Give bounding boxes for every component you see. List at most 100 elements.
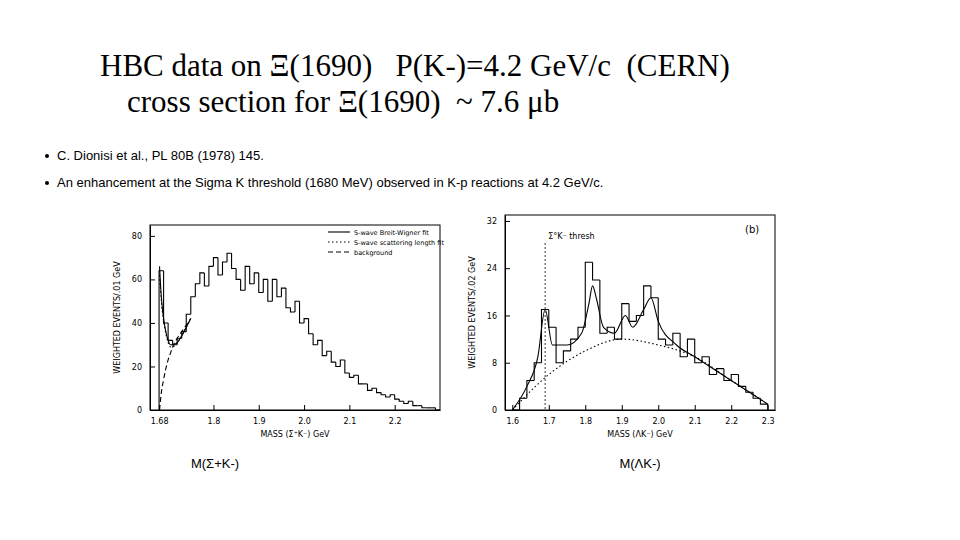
tick-mark <box>505 363 510 364</box>
bullet-dot <box>45 181 49 185</box>
histogram-bar <box>377 388 382 392</box>
histogram-bar <box>666 339 673 345</box>
tick-mark <box>349 405 350 410</box>
tick-mark <box>150 323 155 324</box>
tick-label: 80 <box>132 232 142 241</box>
tick: 60 <box>132 275 155 284</box>
x-axis-line <box>151 410 441 411</box>
x-axis-title: MASS (Σ⁺K⁻) GeV <box>260 430 330 439</box>
histogram-bar <box>404 401 409 403</box>
tick-label: 2.2 <box>725 417 738 426</box>
tick-label: 1.6 <box>506 417 519 426</box>
plot-frame <box>505 215 775 410</box>
legend: S-wave Breit-Wigner fitS-wave scattering… <box>328 229 444 257</box>
legend-swatch <box>328 241 350 242</box>
histogram-bar <box>300 301 305 323</box>
histogram-bar <box>372 388 377 390</box>
histogram-bar <box>413 401 418 405</box>
tick-label: 2.1 <box>689 417 702 426</box>
chart-caption: M(ΛK-) <box>619 456 660 471</box>
chart: 1.681.81.92.02.12.2020406080MASS (Σ⁺K⁻) … <box>113 225 444 439</box>
histogram-bar <box>651 286 658 298</box>
histogram-bar <box>259 273 264 293</box>
tick: 1.8 <box>579 405 592 426</box>
tick-mark <box>150 279 155 280</box>
histogram-bar <box>549 310 556 328</box>
tick-label: 0 <box>492 406 497 415</box>
y-axis-title: WEIGHTED EVENTS/.01 GeV <box>113 261 122 374</box>
histogram-bar <box>422 406 427 408</box>
tick-label: 8 <box>492 359 497 368</box>
histogram-bar <box>309 319 314 334</box>
fit-line <box>512 339 767 410</box>
histogram-bar <box>629 304 636 322</box>
bullet-text: An enhancement at the Sigma K threshold … <box>57 175 603 190</box>
histogram-bar <box>254 273 259 284</box>
histogram-bar <box>349 373 354 377</box>
bullet-text: C. Dionisi et al., PL 80B (1978) 145. <box>57 148 264 163</box>
plot-frame <box>150 225 440 410</box>
histogram-bar <box>304 319 309 323</box>
tick: 80 <box>132 232 155 241</box>
tick-label: 24 <box>487 264 497 273</box>
tick-label: 1.9 <box>616 417 629 426</box>
histogram-bar <box>426 407 431 408</box>
tick-mark <box>213 405 214 410</box>
x-axis: 1.681.81.92.02.12.2 <box>151 405 441 426</box>
histogram-bar <box>268 279 273 301</box>
tick: 1.9 <box>253 405 266 426</box>
tick-label: 2.2 <box>389 417 402 426</box>
tick: 0 <box>492 406 510 415</box>
histogram-bar <box>431 407 436 408</box>
tick: 2.2 <box>389 405 402 426</box>
tick-label: 20 <box>132 363 142 372</box>
histogram-bar <box>272 279 277 301</box>
tick-label: 1.7 <box>543 417 556 426</box>
tick: 20 <box>132 363 155 372</box>
tick-label: 1.68 <box>151 417 169 426</box>
tick-mark <box>658 405 659 410</box>
tick-label: 1.8 <box>579 417 592 426</box>
histogram-bar <box>746 386 753 392</box>
tick-label: 2.0 <box>298 417 311 426</box>
tick-label: 2.0 <box>652 417 665 426</box>
fit-line <box>512 286 767 410</box>
histogram-bar <box>250 266 255 283</box>
fit-line <box>160 275 191 347</box>
histogram-bar <box>227 253 232 262</box>
histogram-bar <box>232 253 237 268</box>
histogram-bar <box>213 258 218 267</box>
tick-mark <box>505 221 510 222</box>
plot-marks <box>159 253 440 410</box>
histogram-bar <box>709 357 716 375</box>
y-axis: 08162432 <box>487 216 510 416</box>
fit-line <box>160 266 191 344</box>
tick-label: 0 <box>137 406 142 415</box>
histogram-bar <box>358 375 363 384</box>
legend-label: S-wave scattering length fit <box>354 239 444 247</box>
histogram-bar <box>417 405 422 406</box>
histogram-bar <box>644 286 651 316</box>
tick: 16 <box>487 312 510 321</box>
tick: 8 <box>492 359 510 368</box>
tick: 2.1 <box>344 405 357 426</box>
slide-title: cross section for Ξ(1690) ~ 7.6 μb <box>127 84 559 119</box>
tick-mark <box>304 405 305 410</box>
histogram-bar <box>277 279 282 296</box>
histogram-bar <box>520 398 527 410</box>
annotation: Σ°K⁻ thresh <box>548 232 595 241</box>
histogram-bar <box>593 262 600 280</box>
histogram-bar <box>390 395 395 397</box>
histogram-bar <box>600 280 607 333</box>
legend-swatch <box>328 231 350 232</box>
slide: HBC data on Ξ(1690) P(K-)=4.2 GeV/c (CER… <box>0 0 960 540</box>
plot-marks <box>512 262 767 410</box>
histogram-bar <box>195 284 200 297</box>
tick: 24 <box>487 264 510 273</box>
tick-mark <box>622 405 623 410</box>
tick-mark <box>731 405 732 410</box>
tick: 1.9 <box>616 405 629 426</box>
histogram-bar <box>739 375 746 387</box>
histogram-bar <box>354 375 359 377</box>
histogram-bar <box>223 262 228 275</box>
